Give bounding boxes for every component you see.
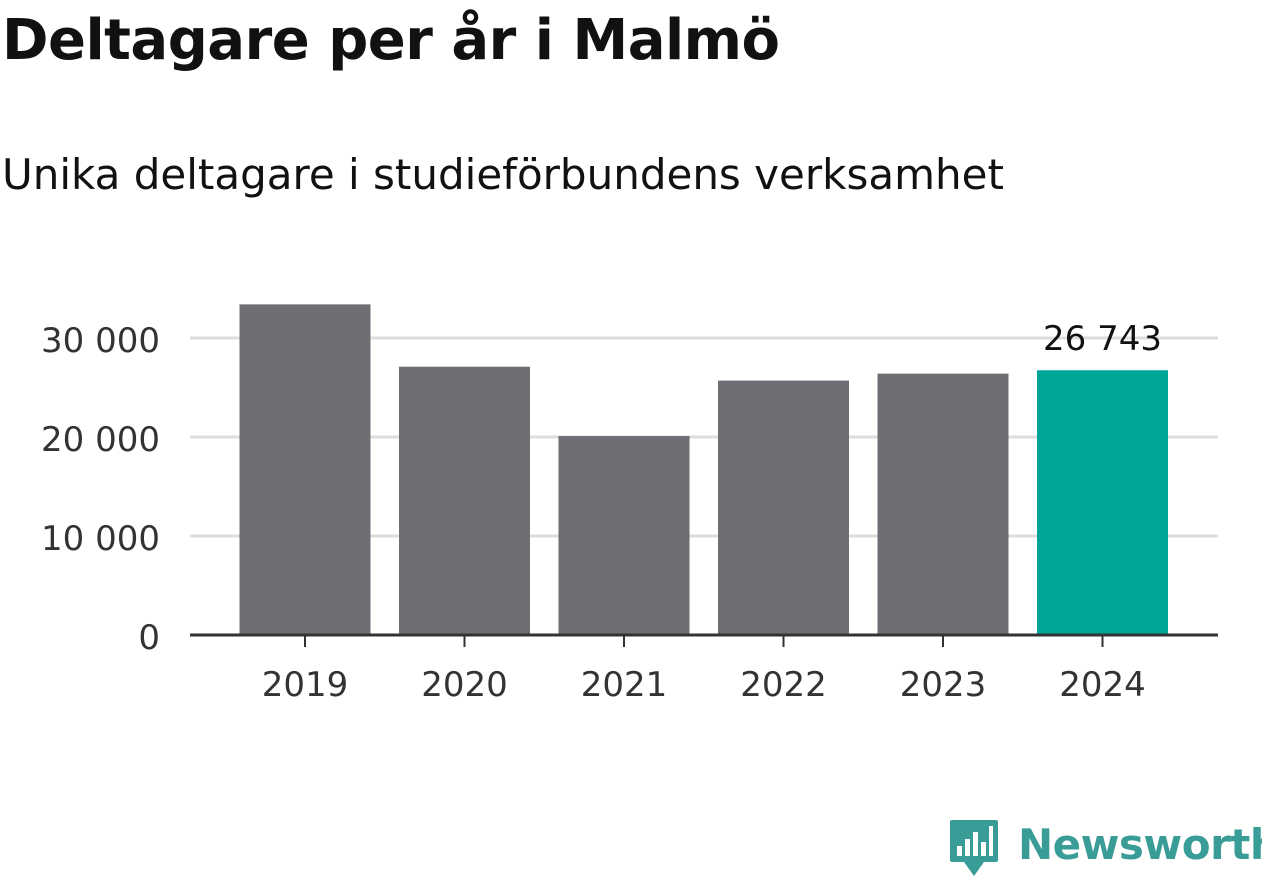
bar (877, 373, 1009, 635)
y-tick-label: 30 000 (41, 321, 160, 361)
bar (718, 380, 849, 635)
brand-name: Newsworthy (1018, 820, 1262, 869)
x-tick-label: 2021 (581, 665, 668, 705)
x-tick-label: 2019 (262, 665, 349, 705)
brand-logo: Newsworthy (948, 818, 1262, 880)
y-tick-label: 20 000 (41, 420, 160, 460)
data-label: 26 743 (1043, 319, 1162, 359)
bar (399, 366, 530, 635)
x-tick-label: 2024 (1059, 665, 1146, 705)
chart-subtitle: Unika deltagare i studieförbundens verks… (2, 150, 1004, 199)
bar (558, 436, 690, 635)
y-tick-label: 0 (138, 618, 160, 658)
x-tick-label: 2023 (900, 665, 987, 705)
newsworthy-logo-icon (950, 820, 998, 876)
bar (1037, 370, 1168, 635)
y-tick-label: 10 000 (41, 519, 160, 559)
chart-title: Deltagare per år i Malmö (2, 8, 780, 73)
bar (239, 304, 371, 635)
x-tick-label: 2022 (740, 665, 827, 705)
x-tick-label: 2020 (421, 665, 508, 705)
